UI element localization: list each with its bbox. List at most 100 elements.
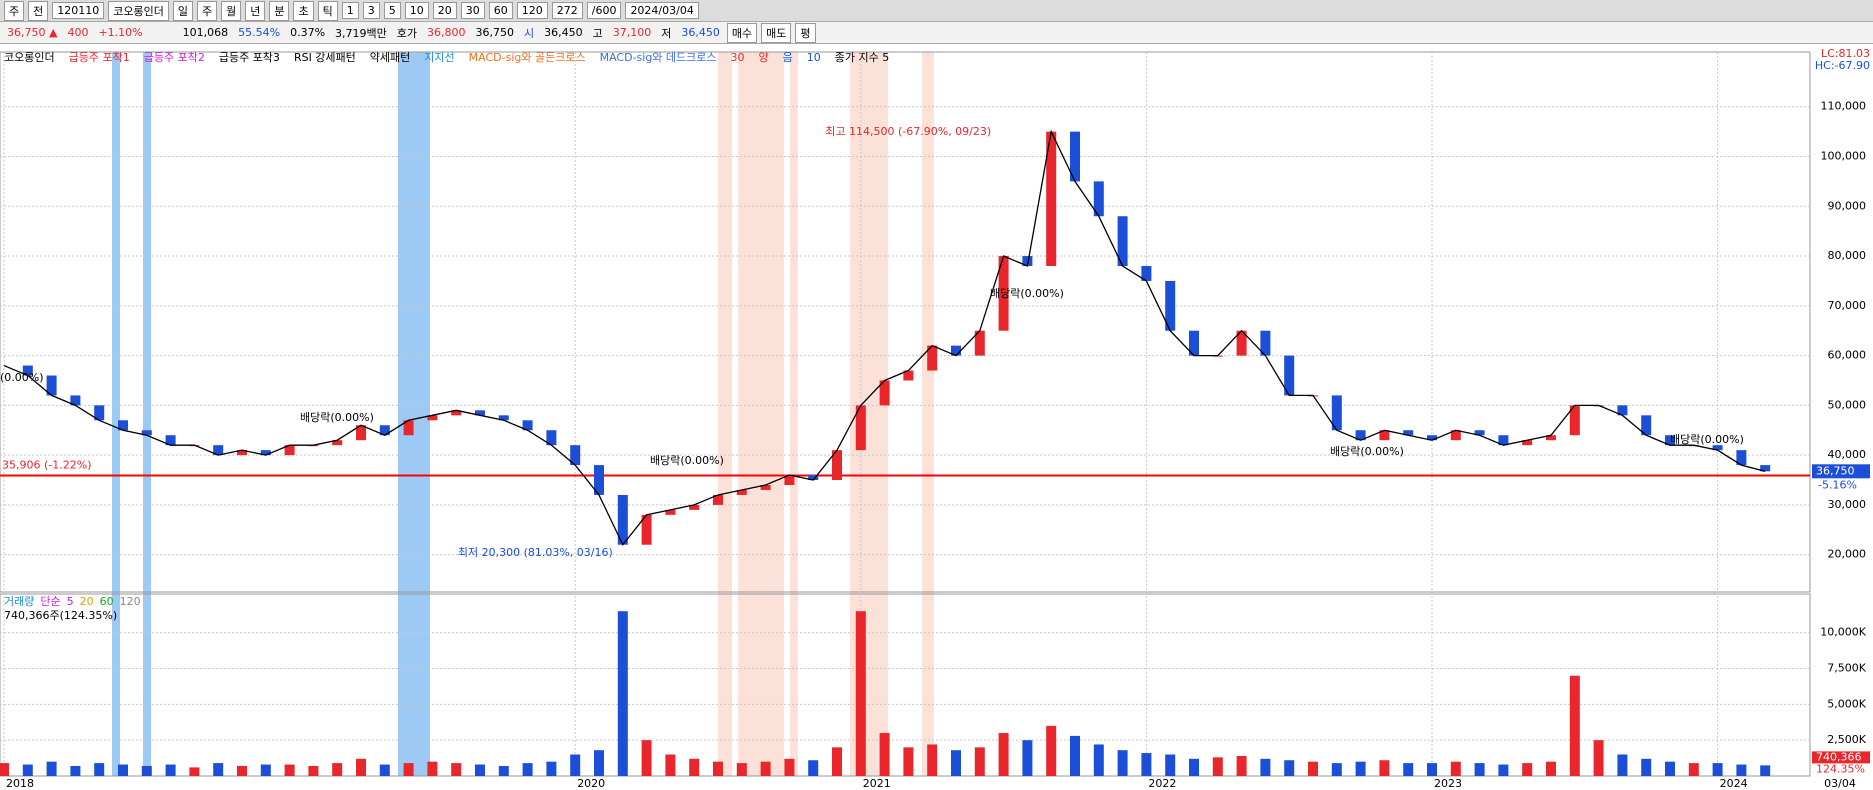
toolbar-button[interactable]: 272 — [551, 2, 583, 19]
volume-bar — [1236, 755, 1247, 776]
volume-legend: 60 — [100, 595, 114, 608]
toolbar-button[interactable]: 틱 — [317, 0, 338, 21]
volume-bar — [998, 733, 1009, 776]
volume-bar — [332, 763, 343, 776]
volume-bar — [570, 754, 581, 776]
y-tick-label: 2,500K — [1827, 733, 1866, 746]
toolbar-button[interactable]: 60 — [488, 2, 513, 19]
quote-field: 호가 — [396, 26, 418, 40]
toolbar-button[interactable]: 평 — [795, 22, 816, 43]
candle — [403, 420, 414, 436]
candle — [713, 494, 723, 505]
quote-field: 36,750 — [475, 26, 515, 39]
volume-bar — [1403, 763, 1414, 776]
y-tick-label: 7,500K — [1827, 662, 1866, 675]
candle — [1046, 131, 1057, 267]
volume-bar — [22, 764, 33, 776]
toolbar-button[interactable]: 일 — [172, 0, 193, 21]
annotation: 배당락(0.00%) — [650, 454, 724, 467]
quote-field: 저 — [661, 26, 672, 40]
volume-bar — [1569, 675, 1580, 776]
signal-band — [922, 52, 934, 776]
volume-bar — [1522, 763, 1533, 776]
toolbar-button[interactable]: 초 — [293, 0, 314, 21]
annotation: 최고 114,500 (-67.90%, 09/23) — [825, 125, 991, 138]
y-tick-label: 90,000 — [1828, 199, 1867, 212]
y-tick-label: 40,000 — [1828, 448, 1867, 461]
volume-bar — [1355, 761, 1366, 776]
change-label: -5.16% — [1818, 478, 1857, 491]
toolbar-button[interactable]: 매수 — [726, 22, 758, 43]
signal-band — [718, 52, 732, 776]
candle — [522, 420, 533, 431]
volume-bar — [522, 763, 533, 776]
y-tick-label: 10,000K — [1820, 626, 1866, 639]
volume-bar — [1212, 757, 1223, 776]
toolbar-button[interactable]: 20 — [432, 2, 457, 19]
volume-bar — [1070, 735, 1080, 776]
x-tick-label: 2022 — [1148, 777, 1176, 790]
volume-bar — [1046, 725, 1057, 776]
candle — [141, 430, 152, 436]
y-tick-label: 50,000 — [1828, 398, 1867, 411]
toolbar-button[interactable]: 5 — [383, 2, 401, 19]
volume-bar — [951, 750, 961, 776]
toolbar-button[interactable]: 1 — [341, 2, 359, 19]
candle — [1403, 430, 1414, 436]
volume-bar — [1450, 761, 1461, 776]
candle — [427, 415, 438, 421]
toolbar-button[interactable]: 120 — [516, 2, 548, 19]
volume-bar — [974, 747, 985, 776]
volume-ratio: 124.35% — [1816, 762, 1865, 775]
quote-field: 고 — [592, 26, 603, 40]
toolbar-button[interactable]: 주 — [196, 0, 218, 21]
candle — [1712, 445, 1723, 451]
candle — [808, 475, 819, 481]
toolbar-button[interactable]: 10 — [404, 2, 429, 19]
toolbar-button[interactable]: 30 — [460, 2, 485, 19]
toolbar-button[interactable]: 120110 — [52, 2, 105, 19]
volume-bar — [1760, 765, 1771, 776]
volume-summary: 740,366주(124.35%) — [4, 609, 117, 622]
volume-bar — [46, 761, 57, 776]
candle — [617, 494, 628, 545]
toolbar-button[interactable]: 주 — [4, 0, 25, 21]
candle — [379, 425, 390, 436]
signal-band — [143, 52, 151, 776]
legend-entry: 30 — [731, 51, 745, 64]
cursor-date: 03/04 — [1824, 777, 1856, 790]
toolbar-button[interactable]: 코오롱인더 — [108, 0, 169, 21]
candle — [927, 345, 938, 371]
toolbar-button[interactable]: 매도 — [761, 22, 792, 43]
y-tick-label: 80,000 — [1828, 249, 1867, 262]
toolbar-button[interactable]: /600 — [586, 2, 622, 19]
toolbar-button[interactable]: 전 — [28, 0, 49, 21]
volume-legend: 120 — [120, 595, 141, 608]
volume-legend: 거래량 — [4, 595, 34, 608]
candle — [1141, 266, 1152, 281]
candle — [1617, 405, 1628, 416]
legend-entry: 급등주 포착2 — [144, 51, 205, 64]
legend-entry: MACD-sig와 데드크로스 — [600, 51, 717, 64]
toolbar-button[interactable]: 년 — [245, 0, 266, 21]
legend-entry: MACD-sig와 골든크로스 — [469, 51, 586, 64]
y-tick-label: 60,000 — [1828, 349, 1867, 362]
volume-bar — [1736, 764, 1747, 776]
legend-entry: 지지선 — [424, 51, 454, 64]
signal-band — [738, 52, 784, 776]
y-tick-label: 70,000 — [1828, 299, 1867, 312]
volume-bar — [736, 763, 747, 776]
legend-entry: 종가 지수 5 — [835, 51, 889, 64]
volume-bar — [213, 763, 224, 776]
signal-band — [790, 52, 798, 776]
toolbar-button[interactable]: 2024/03/04 — [625, 2, 699, 19]
candle — [237, 450, 247, 456]
toolbar-button[interactable]: 3 — [362, 2, 380, 19]
quote-field: 3,719백만 — [335, 26, 387, 40]
toolbar-button[interactable]: 월 — [221, 0, 242, 21]
toolbar-button[interactable]: 분 — [269, 0, 290, 21]
volume-bar — [70, 765, 81, 776]
volume-legend: 5 — [67, 595, 74, 608]
volume-bar — [927, 744, 938, 776]
volume-bar — [1260, 758, 1271, 776]
